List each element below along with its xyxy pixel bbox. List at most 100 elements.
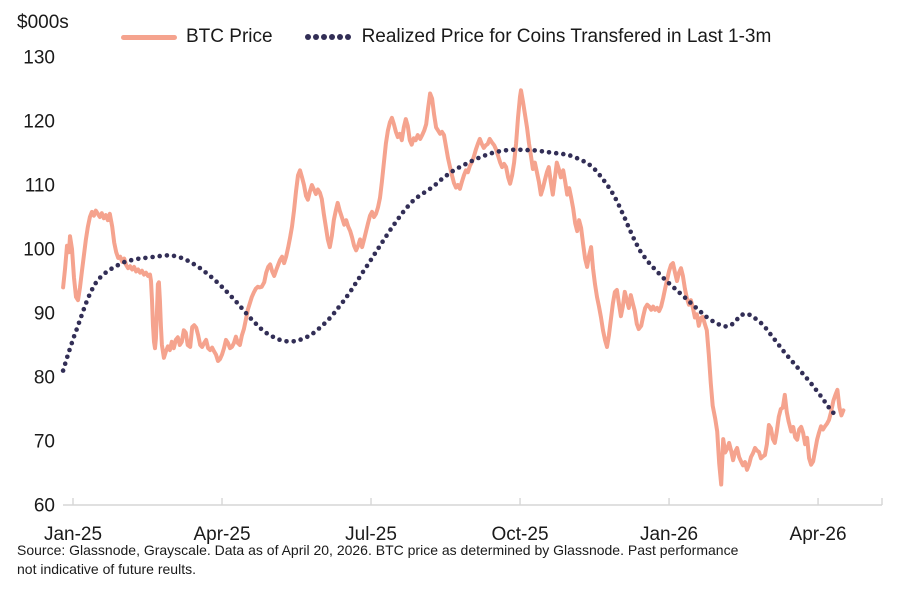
realized-price-dot: [510, 147, 516, 153]
realized-price-dot: [525, 147, 530, 153]
realized-price-dot: [364, 263, 370, 269]
realized-price-dot: [704, 314, 709, 320]
realized-price-dot: [89, 287, 95, 292]
y-tick-label: 70: [34, 432, 55, 453]
realized-price-dot: [392, 221, 397, 227]
realized-dotted-swatch-icon: [304, 34, 353, 40]
y-tick-label: 110: [25, 176, 55, 197]
y-tick-label: 90: [34, 304, 55, 325]
realized-price-dot: [178, 255, 184, 261]
realized-price-dot: [264, 330, 270, 336]
realized-price-dot: [157, 253, 162, 259]
realized-price-dot: [568, 153, 573, 158]
realized-price-dot: [191, 261, 197, 267]
realized-price-dot: [809, 381, 814, 387]
realized-price-dot: [277, 337, 282, 343]
realized-price-dot: [710, 318, 715, 324]
realized-price-dot: [666, 281, 672, 286]
realized-price-dotted-line: [60, 147, 836, 416]
y-tick-label: 130: [23, 48, 55, 69]
realized-price-dot: [622, 216, 628, 221]
realized-price-dot: [327, 316, 332, 321]
realized-price-dot: [597, 172, 603, 178]
realized-price-dot: [693, 305, 698, 310]
realized-price-dot: [69, 340, 75, 346]
realized-price-dot: [291, 339, 297, 344]
realized-price-dot: [581, 158, 586, 164]
realized-price-dot: [76, 320, 82, 326]
realized-price-dot: [634, 242, 640, 248]
realized-price-dot: [122, 259, 127, 265]
legend-label-realized: Realized Price for Coins Transfered in L…: [361, 26, 772, 47]
realized-price-dot: [316, 326, 322, 331]
realized-price-dot: [826, 404, 831, 410]
realized-price-dot: [672, 285, 677, 291]
x-tick-label: Jul-25: [345, 524, 397, 545]
realized-price-dot: [729, 321, 735, 327]
realized-price-dot: [103, 270, 108, 276]
realized-price-dot: [831, 410, 836, 416]
realized-price-dot: [735, 316, 740, 322]
realized-price-dot: [539, 149, 545, 154]
realized-price-dot: [592, 167, 598, 172]
realized-price-dot: [253, 321, 259, 327]
x-tick-label: Oct-25: [492, 524, 549, 545]
realized-price-dot: [532, 148, 537, 153]
realized-price-dot: [336, 305, 341, 310]
realized-price-dot: [84, 300, 89, 305]
realized-price-dot: [203, 270, 208, 275]
realized-price-dot: [311, 330, 316, 336]
realized-price-dot: [79, 313, 84, 319]
realized-price-dot: [638, 248, 643, 254]
realized-price-dot: [239, 305, 244, 311]
realized-price-dot: [476, 155, 481, 161]
realized-price-dot: [606, 184, 611, 189]
x-tick-label: Jan-26: [640, 524, 698, 545]
realized-price-dot: [352, 281, 358, 287]
realized-price-dot: [682, 295, 688, 301]
realized-price-dot: [368, 257, 374, 263]
realized-price-dot: [800, 370, 805, 376]
source-note-line2: not indicative of future reults.: [17, 561, 196, 577]
realized-price-dot: [601, 178, 607, 184]
realized-price-dot: [813, 387, 819, 393]
realized-price-dot: [224, 289, 230, 295]
realized-price-dot: [284, 339, 289, 344]
realized-price-dot: [698, 309, 704, 315]
source-note: Source: Glassnode, Grayscale. Data as of…: [17, 541, 738, 579]
realized-price-dot: [427, 186, 433, 192]
realized-price-dot: [628, 229, 633, 235]
realized-price-dot: [772, 337, 778, 343]
realized-price-dot: [71, 334, 77, 339]
realized-price-dot: [208, 274, 214, 280]
realized-price-dot: [433, 182, 439, 187]
realized-price-dot: [740, 312, 745, 317]
realized-price-dot: [790, 359, 796, 365]
realized-price-dot: [469, 158, 475, 164]
realized-price-dot: [625, 222, 631, 228]
realized-price-dot: [67, 347, 72, 353]
realized-price-dot: [795, 365, 800, 370]
realized-price-dot: [331, 310, 337, 316]
x-tick-label: Jan-25: [44, 524, 102, 545]
realized-price-dot: [415, 194, 421, 199]
realized-price-dot: [616, 203, 622, 208]
y-tick-label: 100: [23, 240, 55, 261]
realized-price-dot: [214, 279, 219, 285]
realized-price-dot: [546, 150, 552, 155]
realized-price-dot: [656, 270, 661, 276]
realized-price-dot: [489, 150, 495, 156]
btc-price-line: [61, 88, 846, 487]
realized-price-dot: [503, 148, 509, 153]
realized-price-dot: [81, 306, 87, 312]
realized-price-dot: [758, 320, 764, 326]
realized-price-dot: [74, 327, 79, 332]
realized-price-dot: [410, 199, 415, 204]
realized-price-dot: [65, 354, 70, 360]
realized-price-dot: [298, 337, 303, 342]
realized-price-dot: [661, 276, 667, 281]
realized-price-dot: [405, 204, 411, 209]
realized-price-dot: [143, 255, 148, 261]
source-note-line1: Source: Glassnode, Grayscale. Data as of…: [17, 542, 739, 558]
